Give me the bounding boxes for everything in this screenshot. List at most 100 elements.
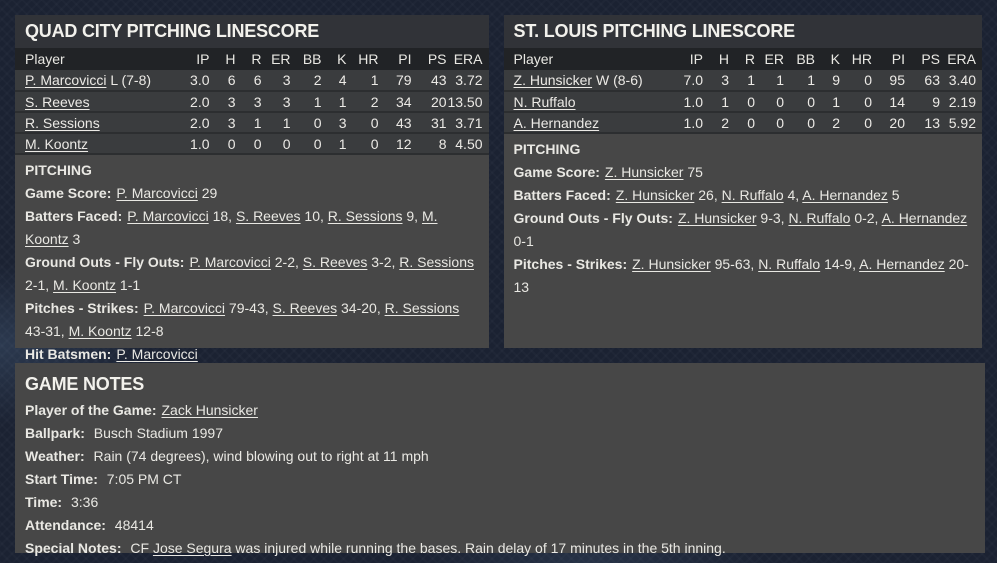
stat-r: 0 bbox=[747, 93, 755, 110]
quad-city-panel-title: QUAD CITY PITCHING LINESCORE bbox=[15, 15, 489, 48]
player-link[interactable]: Z. Hunsicker bbox=[513, 72, 593, 88]
stat-k: 3 bbox=[338, 114, 347, 131]
note-value: P. Marcovicci 18, S. Reeves 10, R. Sessi… bbox=[25, 208, 438, 247]
stat-bb: 1 bbox=[313, 93, 322, 110]
stat-era: 13.50 bbox=[447, 93, 483, 110]
quad-city-linescore-panel: QUAD CITY PITCHING LINESCORE Player IP H… bbox=[15, 15, 489, 362]
player-link[interactable]: Jose Segura bbox=[152, 540, 232, 556]
player-link[interactable]: P. Marcovicci bbox=[116, 346, 198, 362]
stat-k: 9 bbox=[832, 72, 840, 88]
note-value: 7:05 PM CT bbox=[102, 471, 182, 487]
stat-bb: 1 bbox=[807, 72, 815, 88]
player-decision: W (8-6) bbox=[592, 72, 643, 88]
note-label: Hit Batsmen: bbox=[25, 346, 112, 362]
player-link[interactable]: R. Sessions bbox=[384, 300, 460, 316]
table-row: A. Hernandez 1.0 2 0 0 0 2 0 20 13 5.92 bbox=[503, 112, 982, 133]
player-link[interactable]: Z. Hunsicker bbox=[677, 210, 757, 226]
column-header-k: K bbox=[337, 51, 347, 67]
note-ground-fly-outs: Ground Outs - Fly Outs: Z. Hunsicker 9-3,… bbox=[514, 207, 972, 253]
stat-hr: 0 bbox=[864, 93, 872, 110]
player-link[interactable]: P. Marcovicci bbox=[143, 300, 226, 316]
column-header-h: H bbox=[225, 51, 236, 67]
player-link[interactable]: P. Marcovicci bbox=[116, 185, 198, 201]
note-game-score: Game Score: P. Marcovicci 29 bbox=[25, 182, 479, 205]
player-link[interactable]: A. Hernandez bbox=[881, 210, 968, 226]
column-header-r: R bbox=[251, 51, 262, 67]
note-value: Z. Hunsicker 75 bbox=[604, 164, 703, 180]
player-link[interactable]: A. Hernandez bbox=[802, 187, 888, 203]
player-link[interactable]: R. Sessions bbox=[399, 254, 474, 270]
player-link[interactable]: Z. Hunsicker bbox=[615, 187, 695, 203]
stat-hr: 0 bbox=[370, 114, 379, 131]
stat-pi: 20 bbox=[889, 114, 905, 131]
column-header-pi: PI bbox=[398, 51, 412, 67]
column-header-ps: PS bbox=[427, 51, 447, 67]
player-link[interactable]: R. Sessions bbox=[25, 114, 100, 131]
stat-r: 0 bbox=[253, 135, 262, 152]
stat-bb: 0 bbox=[313, 114, 322, 131]
note-label: Special Notes: bbox=[25, 540, 122, 556]
stat-pi: 95 bbox=[889, 72, 905, 88]
stat-ps: 8 bbox=[438, 135, 447, 152]
column-header-hr: HR bbox=[358, 51, 379, 67]
player-link[interactable]: P. Marcovicci bbox=[25, 72, 107, 88]
column-header-player: Player bbox=[513, 51, 554, 67]
stat-pi: 79 bbox=[395, 72, 412, 88]
player-link[interactable]: S. Reeves bbox=[235, 208, 301, 224]
table-row: P. Marcovicci L (7-8) 3.0 6 6 3 2 4 1 79… bbox=[15, 70, 489, 91]
note-value: Busch Stadium 1997 bbox=[89, 425, 224, 441]
player-link[interactable]: N. Ruffalo bbox=[788, 210, 851, 226]
note-label: Batters Faced: bbox=[513, 187, 611, 203]
stat-r: 3 bbox=[253, 93, 262, 110]
player-link[interactable]: M. Koontz bbox=[68, 323, 132, 339]
player-link[interactable]: S. Reeves bbox=[272, 300, 338, 316]
column-header-h: H bbox=[718, 51, 729, 67]
player-link[interactable]: Z. Hunsicker bbox=[604, 164, 684, 180]
stat-hr: 2 bbox=[370, 93, 379, 110]
note-label: Start Time: bbox=[25, 471, 98, 487]
player-link[interactable]: M. Koontz bbox=[25, 135, 89, 152]
player-link[interactable]: S. Reeves bbox=[25, 93, 90, 110]
player-link[interactable]: Zack Hunsicker bbox=[161, 402, 258, 418]
player-link[interactable]: R. Sessions bbox=[327, 208, 403, 224]
note-label: Attendance: bbox=[25, 517, 106, 533]
note-attendance: Attendance: 48414 bbox=[25, 514, 975, 537]
column-header-hr: HR bbox=[851, 51, 872, 67]
stat-ps: 20 bbox=[430, 93, 447, 110]
player-link[interactable]: A. Hernandez bbox=[859, 256, 945, 272]
stat-ip: 1.0 bbox=[190, 135, 210, 152]
stat-er: 0 bbox=[776, 93, 784, 110]
stat-ip: 2.0 bbox=[190, 93, 210, 110]
stat-era: 3.72 bbox=[455, 72, 483, 88]
note-label: Pitches - Strikes: bbox=[25, 300, 139, 316]
player-link[interactable]: N. Ruffalo bbox=[758, 256, 821, 272]
stat-ip: 2.0 bbox=[190, 114, 210, 131]
player-link[interactable]: S. Reeves bbox=[302, 254, 368, 270]
player-link[interactable]: N. Ruffalo bbox=[721, 187, 784, 203]
stat-k: 2 bbox=[832, 114, 840, 131]
stat-er: 1 bbox=[282, 114, 291, 131]
stat-er: 0 bbox=[776, 114, 784, 131]
note-ballpark: Ballpark: Busch Stadium 1997 bbox=[25, 422, 975, 445]
table-row: M. Koontz 1.0 0 0 0 0 1 0 12 8 4.50 bbox=[15, 133, 489, 154]
note-batters-faced: Batters Faced: Z. Hunsicker 26, N. Ruffal… bbox=[514, 184, 972, 207]
table-row: S. Reeves 2.0 3 3 3 1 1 2 34 20 13.50 bbox=[15, 91, 489, 112]
column-header-pi: PI bbox=[891, 51, 905, 67]
player-link[interactable]: N. Ruffalo bbox=[513, 93, 576, 110]
stat-hr: 1 bbox=[370, 72, 379, 88]
player-link[interactable]: A. Hernandez bbox=[513, 114, 600, 131]
player-link[interactable]: M. Koontz bbox=[53, 277, 117, 293]
note-start-time: Start Time: 7:05 PM CT bbox=[25, 468, 975, 491]
note-value: P. Marcovicci 29 bbox=[116, 185, 218, 201]
player-link[interactable]: P. Marcovicci bbox=[189, 254, 271, 270]
player-link[interactable]: M. Koontz bbox=[25, 208, 438, 247]
stat-hr: 0 bbox=[864, 72, 872, 88]
stat-r: 0 bbox=[747, 114, 755, 131]
note-label: Ground Outs - Fly Outs: bbox=[25, 254, 185, 270]
note-batters-faced: Batters Faced: P. Marcovicci 18, S. Reeve… bbox=[25, 205, 479, 251]
stat-k: 1 bbox=[338, 135, 347, 152]
player-link[interactable]: P. Marcovicci bbox=[127, 208, 209, 224]
player-link[interactable]: Z. Hunsicker bbox=[632, 256, 711, 272]
stat-era: 2.19 bbox=[948, 93, 976, 110]
note-label: Ballpark: bbox=[25, 425, 85, 441]
